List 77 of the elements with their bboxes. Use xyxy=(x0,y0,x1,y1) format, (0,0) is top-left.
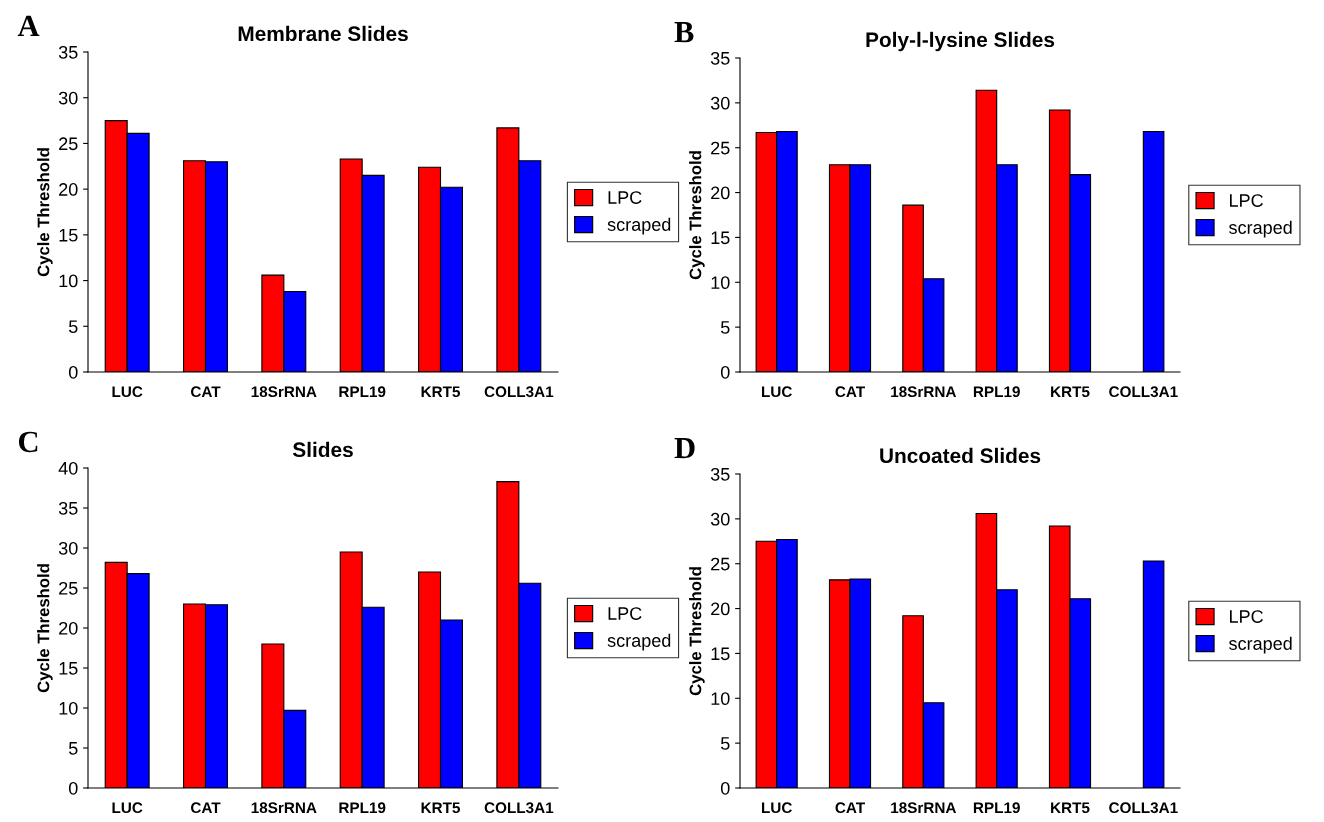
y-tick-label: 30 xyxy=(58,541,78,555)
y-tick-label: 5 xyxy=(68,742,78,755)
chart-title: Membrane Slides xyxy=(238,25,408,42)
x-tick-label: COLL3A1 xyxy=(484,386,554,398)
x-tick-label: CAT xyxy=(835,386,865,398)
y-tick-label: 15 xyxy=(59,228,78,242)
y-tick-label: 20 xyxy=(59,621,78,635)
legend-label: LPC xyxy=(1230,610,1263,623)
y-tick-label: 0 xyxy=(68,781,78,795)
chart-title: Uncoated Slides xyxy=(880,447,1041,464)
y-tick-label: 10 xyxy=(711,276,730,290)
y-tick-label: 0 xyxy=(720,365,730,379)
x-tick-label: LUC xyxy=(112,802,143,814)
legend-label: LPC xyxy=(608,607,642,620)
y-axis-title: Cycle Threshold xyxy=(37,564,53,693)
y-tick-label: 10 xyxy=(711,692,730,706)
y-tick-label: 30 xyxy=(710,96,730,110)
x-tick-label: 18SrRNA xyxy=(251,802,317,814)
y-tick-label: 5 xyxy=(720,321,730,334)
x-tick-label: KRT5 xyxy=(1051,386,1090,398)
legend-label: scraped xyxy=(607,633,671,651)
legend-label: LPC xyxy=(1230,194,1263,207)
chart-title: Slides xyxy=(292,441,353,458)
y-tick-label: 35 xyxy=(710,51,730,65)
legend-label: scraped xyxy=(607,217,671,235)
text: C xyxy=(18,431,38,453)
y-tick-label: 25 xyxy=(59,581,78,595)
legend-label: scraped xyxy=(1229,636,1292,654)
x-tick-label: KRT5 xyxy=(421,802,461,814)
chart-title: Poly-l-lysine Slides xyxy=(866,31,1055,52)
x-tick-label: CAT xyxy=(190,386,221,398)
x-tick-label: RPL19 xyxy=(339,802,386,814)
y-tick-label: 20 xyxy=(711,602,730,616)
legend-label: LPC xyxy=(608,191,642,204)
x-tick-label: LUC xyxy=(112,386,143,398)
y-tick-label: 20 xyxy=(59,183,78,196)
x-tick-label: RPL19 xyxy=(973,386,1020,398)
y-tick-label: 5 xyxy=(720,737,730,750)
y-tick-label: 35 xyxy=(58,501,78,515)
y-tick-label: 15 xyxy=(711,647,730,661)
x-tick-label: KRT5 xyxy=(421,386,461,398)
x-tick-label: COLL3A1 xyxy=(1109,386,1178,398)
x-tick-label: 18SrRNA xyxy=(891,386,957,398)
y-tick-label: 25 xyxy=(59,137,78,151)
y-tick-label: 5 xyxy=(68,320,78,334)
y-tick-label: 30 xyxy=(58,91,78,105)
x-tick-label: 18SrRNA xyxy=(251,386,317,398)
x-tick-label: CAT xyxy=(835,802,865,814)
text: D xyxy=(674,438,695,459)
y-tick-label: 40 xyxy=(58,461,78,475)
x-tick-label: 18SrRNA xyxy=(891,802,957,814)
x-tick-label: RPL19 xyxy=(973,802,1020,814)
y-tick-label: 35 xyxy=(58,45,78,59)
y-axis-title: Cycle Threshold xyxy=(37,148,53,277)
y-tick-label: 0 xyxy=(68,365,78,379)
y-tick-label: 25 xyxy=(711,557,730,571)
y-tick-label: 0 xyxy=(720,781,730,795)
y-tick-label: 10 xyxy=(59,701,78,715)
x-tick-label: KRT5 xyxy=(1051,802,1090,814)
x-tick-label: COLL3A1 xyxy=(1109,802,1178,814)
y-axis-title: Cycle Threshold xyxy=(689,151,705,280)
text: B xyxy=(674,22,694,43)
y-tick-label: 20 xyxy=(711,186,730,200)
y-tick-label: 35 xyxy=(710,467,730,481)
y-tick-label: 10 xyxy=(59,274,78,288)
y-tick-label: 15 xyxy=(711,231,730,245)
x-tick-label: LUC xyxy=(761,386,792,398)
x-tick-label: RPL19 xyxy=(339,386,386,398)
y-tick-label: 25 xyxy=(711,141,730,155)
y-tick-label: 30 xyxy=(710,512,730,526)
text: A xyxy=(17,15,40,36)
legend-label: scraped xyxy=(1229,220,1292,238)
y-axis-title: Cycle Threshold xyxy=(689,567,705,696)
x-tick-label: COLL3A1 xyxy=(484,802,554,814)
x-tick-label: LUC xyxy=(761,802,792,814)
y-tick-label: 15 xyxy=(59,662,78,675)
x-tick-label: CAT xyxy=(190,802,221,814)
